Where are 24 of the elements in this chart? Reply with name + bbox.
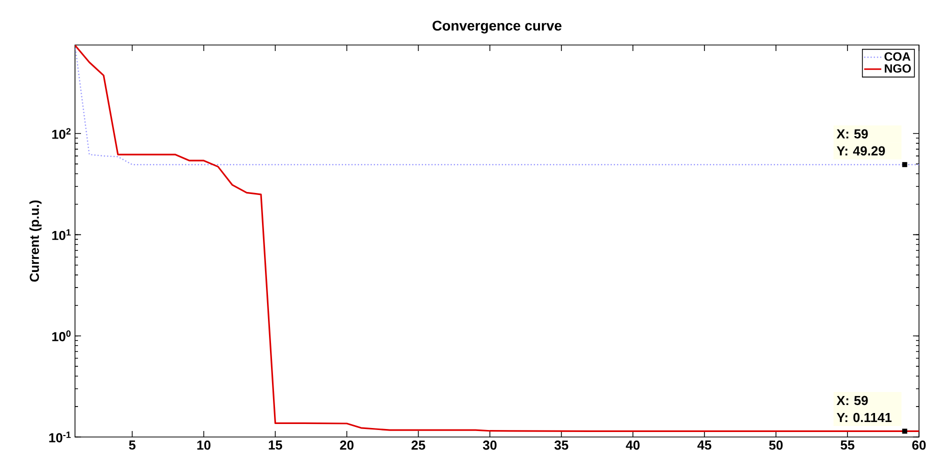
x-tick-label: 40 bbox=[626, 440, 640, 450]
x-tick-label: 60 bbox=[912, 440, 926, 450]
x-tick-label: 20 bbox=[340, 440, 354, 450]
x-tick-label: 15 bbox=[268, 440, 282, 450]
annotation: X: 59 bbox=[836, 129, 868, 138]
x-tick-label: 25 bbox=[412, 440, 426, 450]
x-tick-label: 30 bbox=[482, 440, 497, 450]
annotation: X: 59 bbox=[836, 396, 868, 406]
y-tick-label: 10$^{2}$ bbox=[52, 128, 71, 139]
y-tick-label: 10$^{-1}$ bbox=[49, 432, 71, 442]
y-tick-label: 10$^{1}$ bbox=[52, 229, 71, 240]
x-tick-label: 50 bbox=[769, 440, 783, 450]
x-tick-label: 45 bbox=[697, 440, 712, 450]
y-tick-label: 10$^{0}$ bbox=[52, 330, 71, 342]
annotation: Y: 49.29 bbox=[836, 146, 885, 156]
annotation: Y: 0.1141 bbox=[836, 412, 892, 422]
x-tick-label: 55 bbox=[840, 440, 854, 450]
chart-title: Convergence curve bbox=[432, 20, 562, 34]
legend-label: NGO bbox=[884, 64, 911, 73]
legend-label: COA bbox=[884, 52, 910, 61]
y-axis-title: Current (p.u.) bbox=[29, 200, 42, 282]
x-tick-label: 10 bbox=[197, 440, 210, 450]
x-tick-label: 5 bbox=[129, 440, 136, 450]
x-tick-label: 35 bbox=[554, 440, 568, 450]
